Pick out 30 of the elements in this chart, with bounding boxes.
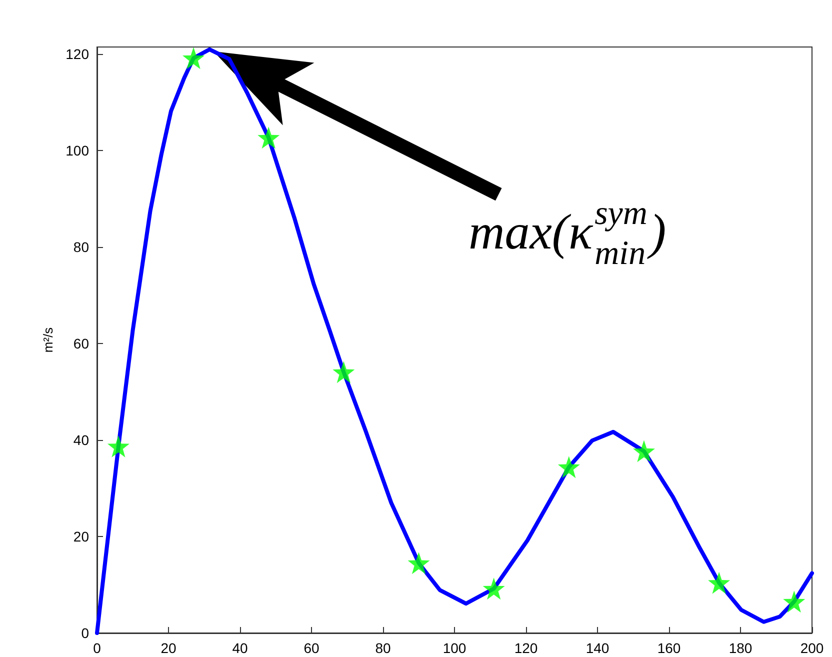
point [107,435,130,458]
x-tick-label: 180 [728,640,752,656]
y-tick-label: 0 [81,625,90,641]
y-tick-label: 100 [66,142,90,159]
x-tick-label: 0 [93,640,102,656]
x-tick-label: 60 [304,640,320,656]
point [408,552,430,574]
point [332,361,355,384]
x-tick-label: 200 [800,640,824,656]
y-tick-label: 120 [66,46,90,62]
x-tick-label: 80 [375,640,391,656]
point [482,578,505,600]
point [182,47,205,70]
x-tick-label: 160 [657,640,681,656]
y-tick-label: 20 [73,528,90,545]
line-series [95,47,814,635]
point [258,126,280,149]
x-tick-label: 140 [586,640,610,656]
point [632,440,655,462]
y-tick-label: 40 [73,432,90,448]
y-tick-label: 80 [73,239,90,256]
point [558,456,580,478]
x-tick-label: 20 [160,640,176,656]
y-tick-label: 60 [73,336,90,352]
x-tick-label: 120 [514,640,538,656]
x-tick-label: 40 [232,640,248,656]
x-tick-label: 100 [442,640,466,656]
y-axis-title: m²/s [40,326,56,353]
point [708,572,730,594]
point [783,590,806,613]
